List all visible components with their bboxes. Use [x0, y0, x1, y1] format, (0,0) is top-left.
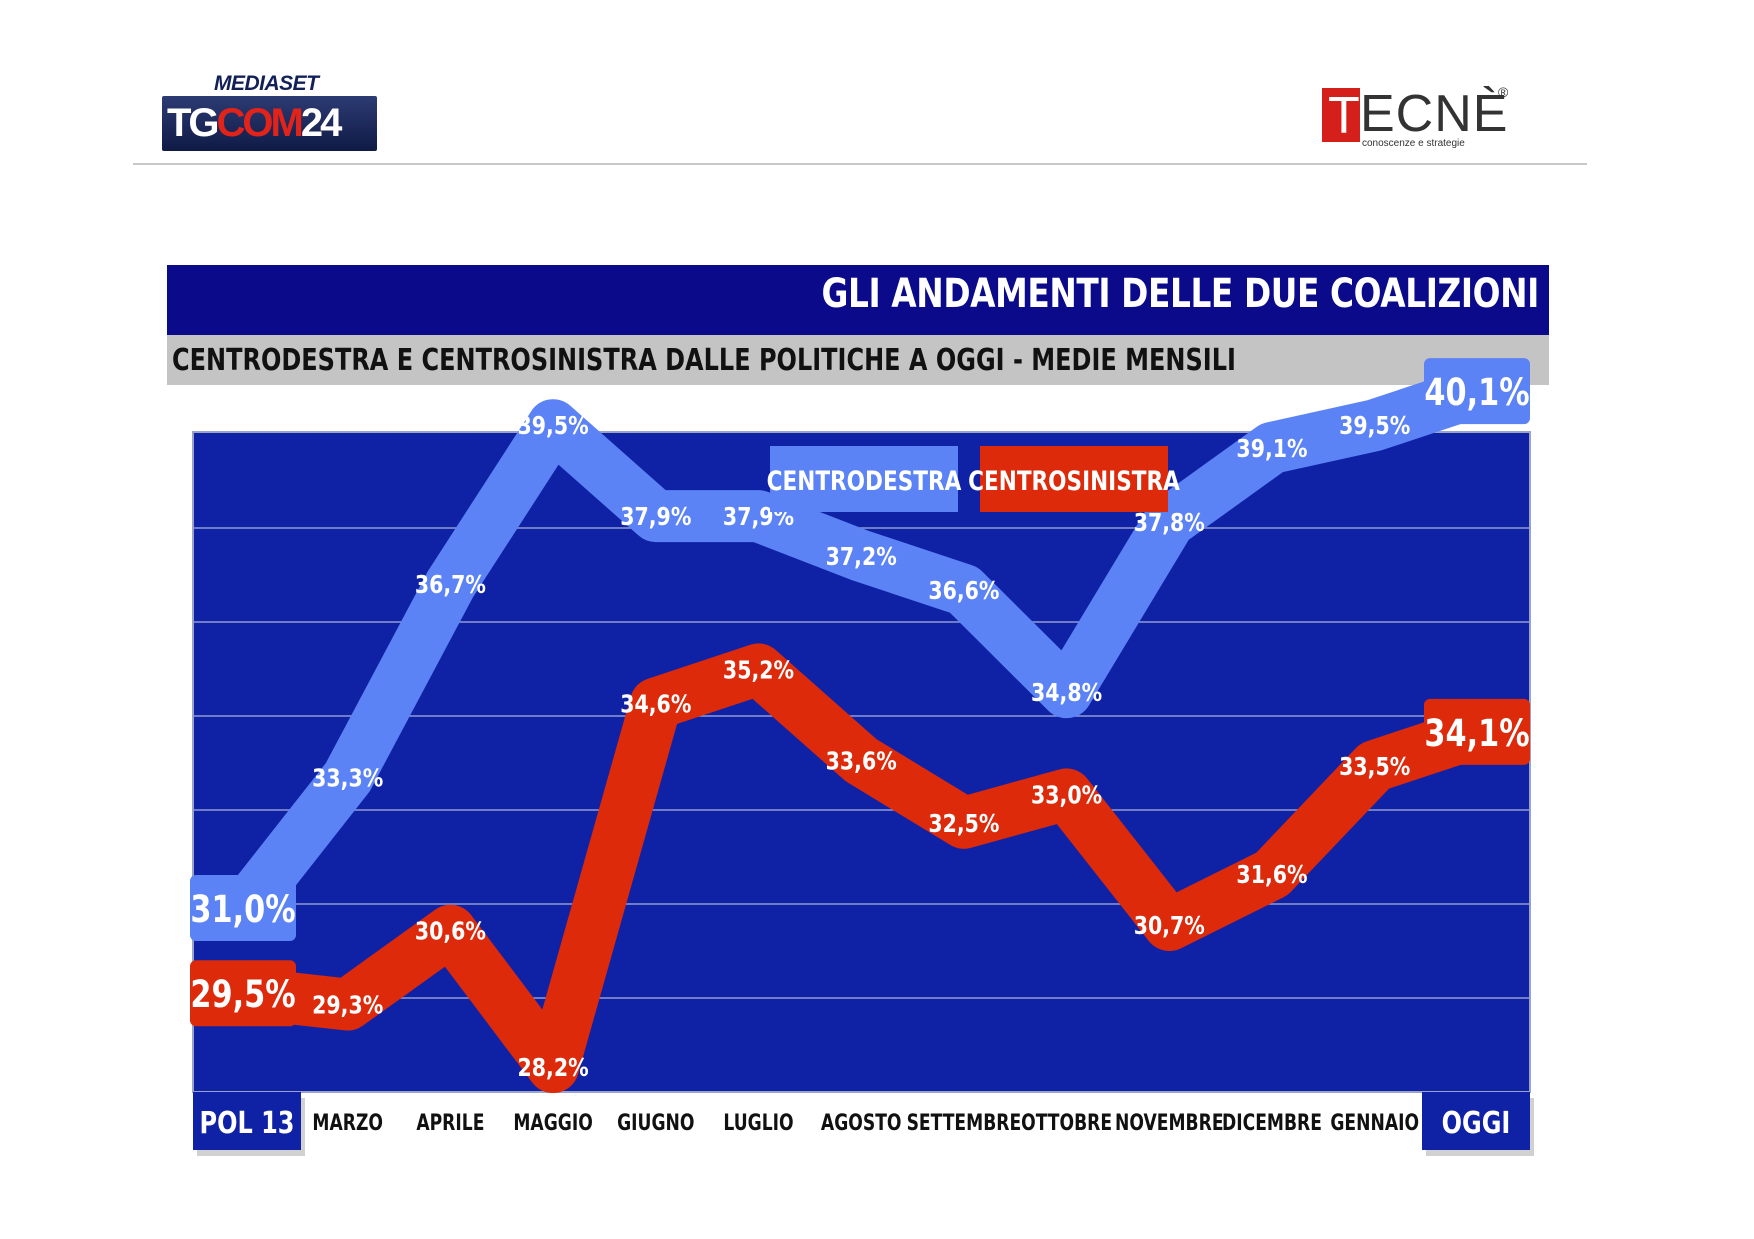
legend-swatch	[980, 446, 1168, 512]
series-end-label-box	[1424, 358, 1530, 425]
x-axis-label: GENNAIO	[1330, 1110, 1419, 1136]
data-label: 39,5%	[1339, 412, 1410, 440]
header-divider	[133, 163, 1587, 165]
data-label: 37,8%	[1134, 509, 1205, 537]
data-label: 39,1%	[1236, 435, 1307, 463]
data-label: 29,5%	[190, 973, 295, 1016]
tecne-logo-wordmark: ECNÈ	[1360, 85, 1509, 143]
data-label: 30,7%	[1134, 912, 1205, 940]
title-bar: GLI ANDAMENTI DELLE DUE COALIZIONI	[167, 265, 1549, 335]
data-label: 36,6%	[928, 577, 999, 605]
data-label: 32,5%	[928, 810, 999, 838]
data-label: 40,1%	[1424, 371, 1529, 414]
data-label: 33,5%	[1339, 753, 1410, 781]
x-axis-label: LUGLIO	[723, 1110, 793, 1136]
data-label: 34,6%	[620, 691, 691, 719]
x-label-highlight-box	[193, 1092, 301, 1150]
legend-item-centrodestra: CENTRODESTRA	[767, 465, 962, 497]
x-axis-label: MARZO	[312, 1110, 383, 1136]
data-label: 33,0%	[1031, 782, 1102, 810]
data-label: 33,3%	[312, 764, 383, 792]
x-axis-label: AGOSTO	[821, 1110, 902, 1136]
data-label: 39,5%	[518, 412, 589, 440]
legend-swatch	[770, 446, 958, 512]
subtitle-bar: CENTRODESTRA E CENTROSINISTRA DALLE POLI…	[167, 335, 1549, 385]
data-label: 29,3%	[312, 992, 383, 1020]
data-label: 28,2%	[518, 1054, 589, 1082]
series-end-label-box	[1424, 698, 1530, 765]
x-axis-label: MAGGIO	[513, 1110, 592, 1136]
x-axis-label: APRILE	[416, 1110, 484, 1136]
series-line-centrosinistra	[219, 643, 1504, 1094]
data-label: 37,9%	[620, 503, 691, 531]
x-axis-label: OTTOBRE	[1021, 1110, 1112, 1136]
data-label: 33,6%	[826, 747, 897, 775]
chart-subtitle: CENTRODESTRA E CENTROSINISTRA DALLE POLI…	[172, 343, 1236, 378]
tecne-logo-initial: T	[1328, 87, 1360, 145]
mediaset-wordmark: MEDIASET	[214, 72, 319, 95]
data-label: 30,6%	[415, 918, 486, 946]
tgcom24-logo: MEDIASET TGCOM24	[162, 72, 377, 154]
data-label: 31,0%	[190, 888, 295, 931]
data-label: 37,2%	[826, 543, 897, 571]
chart-title: GLI ANDAMENTI DELLE DUE COALIZIONI	[821, 271, 1540, 317]
x-axis-label: OGGI	[1442, 1106, 1511, 1140]
data-label: 35,2%	[723, 657, 794, 685]
data-label: 34,8%	[1031, 679, 1102, 707]
data-label: 36,7%	[415, 571, 486, 599]
tgcom24-wordmark: TGCOM24	[167, 101, 342, 145]
x-axis-label: GIUGNO	[617, 1110, 694, 1136]
x-axis-label: DICEMBRE	[1222, 1110, 1322, 1136]
x-axis-label: POL 13	[199, 1106, 294, 1140]
series-end-label-box	[190, 960, 296, 1027]
x-axis-label: SETTEMBRE	[907, 1110, 1022, 1136]
series-end-label-box	[190, 875, 296, 941]
registered-mark: ®	[1498, 84, 1509, 100]
data-label: 31,6%	[1236, 861, 1307, 889]
series-line-centrodestra	[219, 365, 1504, 934]
tecne-logo: T ECNÈ ® conoscenze e strategie	[1322, 84, 1522, 150]
x-label-highlight-box	[1422, 1092, 1530, 1150]
tecne-logo-red-box	[1322, 88, 1360, 142]
tecne-tagline: conoscenze e strategie	[1362, 138, 1465, 149]
legend-item-centrosinistra: CENTROSINISTRA	[968, 465, 1180, 497]
x-axis-label: NOVEMBRE	[1115, 1110, 1224, 1136]
tgcom24-logo-box	[162, 96, 377, 151]
data-label: 34,1%	[1424, 712, 1529, 755]
